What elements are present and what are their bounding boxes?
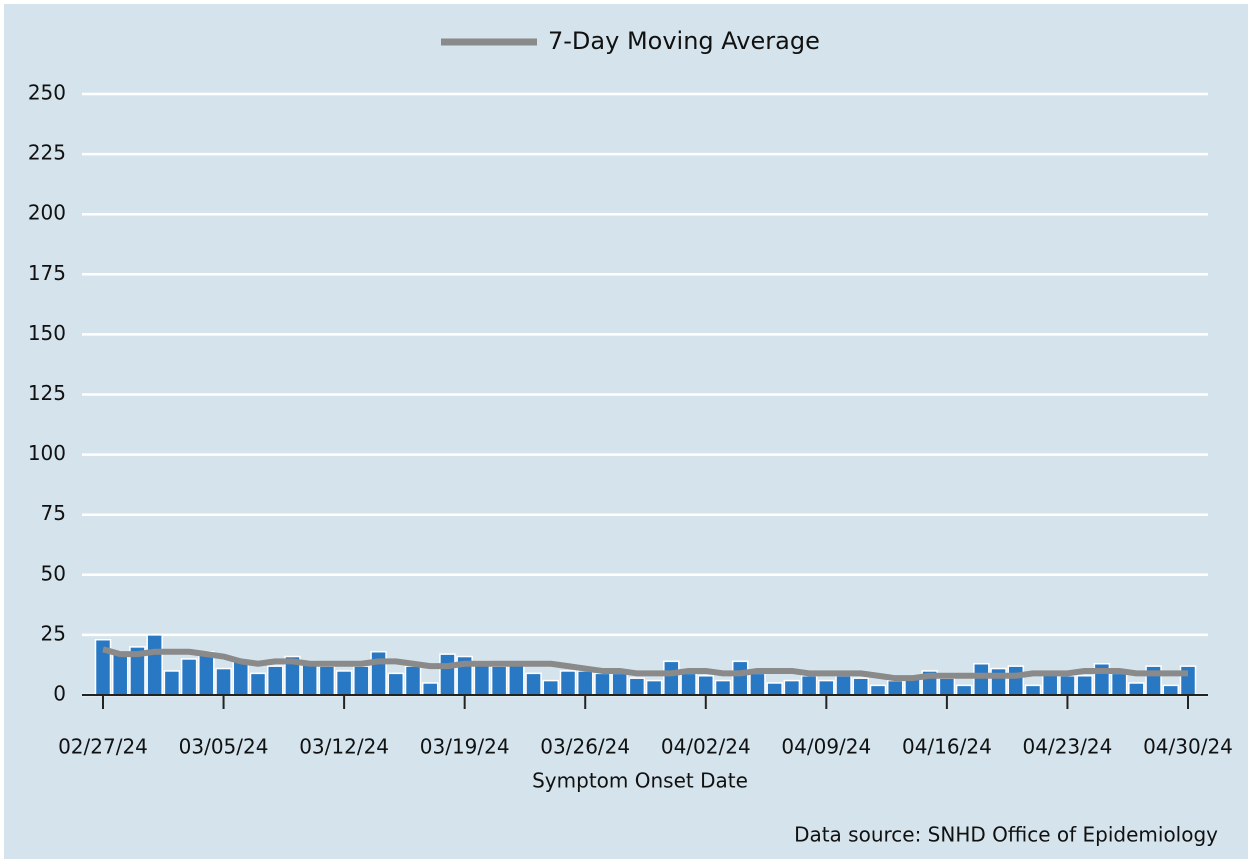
- bar: [490, 665, 508, 696]
- bar: [1059, 675, 1076, 696]
- bar: [714, 679, 732, 696]
- bar: [163, 670, 181, 696]
- bar: [180, 658, 198, 696]
- bar: [680, 672, 697, 696]
- bar: [542, 679, 560, 696]
- bar: [266, 665, 284, 696]
- y-tick-label: 50: [41, 561, 66, 585]
- bar: [404, 665, 422, 696]
- y-tick-label: 125: [28, 381, 66, 405]
- moving-average-line: [102, 646, 1188, 682]
- y-tick-label: 225: [28, 141, 66, 165]
- bar: [146, 634, 163, 696]
- y-tick-label: 100: [28, 441, 66, 465]
- bar: [869, 684, 887, 696]
- bar: [249, 672, 267, 696]
- bar: [835, 675, 852, 696]
- bar: [1128, 682, 1145, 696]
- bar: [749, 672, 766, 696]
- bar: [559, 670, 577, 696]
- bar: [645, 679, 663, 696]
- bar: [852, 677, 870, 696]
- bar: [766, 682, 783, 696]
- x-tick-label: 04/09/24: [781, 735, 871, 759]
- x-tick-label: 03/05/24: [179, 735, 269, 759]
- bar: [1076, 675, 1093, 696]
- bar: [1110, 672, 1128, 696]
- y-tick-label: 0: [53, 682, 66, 706]
- bar: [611, 672, 628, 696]
- bar: [886, 679, 904, 696]
- bar: [525, 672, 542, 696]
- bar: [215, 667, 232, 696]
- bar: [938, 677, 956, 696]
- legend-label: 7-Day Moving Average: [548, 27, 820, 55]
- x-axis-title: Symptom Onset Date: [532, 769, 748, 793]
- y-tick-label: 200: [28, 201, 66, 225]
- bar: [663, 660, 680, 696]
- bar: [508, 662, 525, 696]
- x-tick-label: 04/16/24: [902, 735, 992, 759]
- bar: [1007, 665, 1025, 696]
- bar: [818, 679, 835, 696]
- bar: [335, 670, 353, 696]
- bar: [232, 660, 250, 696]
- bar: [955, 684, 973, 696]
- bar: [439, 653, 456, 696]
- bar: [198, 650, 215, 696]
- x-tick-label: 04/02/24: [661, 735, 751, 759]
- bar: [594, 672, 611, 696]
- bar: [1041, 672, 1059, 696]
- y-tick-label: 150: [28, 321, 66, 345]
- bar: [353, 665, 370, 696]
- bar: [421, 682, 439, 696]
- bar: [628, 677, 646, 696]
- bar: [973, 662, 990, 696]
- bar: [1162, 684, 1180, 696]
- bar: [731, 660, 749, 696]
- background: [4, 4, 1248, 859]
- x-tick-label: 03/12/24: [299, 735, 389, 759]
- bar: [576, 670, 594, 696]
- x-tick-label: 04/30/24: [1143, 735, 1233, 759]
- bar: [318, 665, 336, 696]
- bar: [990, 667, 1007, 696]
- source-note: Data source: SNHD Office of Epidemiology: [794, 823, 1218, 847]
- y-tick-label: 25: [41, 621, 66, 645]
- x-tick-label: 04/23/24: [1023, 735, 1113, 759]
- bar: [800, 675, 818, 696]
- bar: [1024, 684, 1042, 696]
- bar: [370, 650, 387, 696]
- bar: [697, 675, 715, 696]
- x-tick-label: 02/27/24: [58, 735, 148, 759]
- x-tick-label: 03/26/24: [540, 735, 630, 759]
- bar: [783, 679, 801, 696]
- x-tick-label: 03/19/24: [420, 735, 510, 759]
- y-tick-label: 250: [28, 81, 66, 105]
- bar: [111, 653, 129, 696]
- y-tick-label: 175: [28, 261, 66, 285]
- y-tick-label: 75: [41, 501, 66, 525]
- bar: [387, 672, 405, 696]
